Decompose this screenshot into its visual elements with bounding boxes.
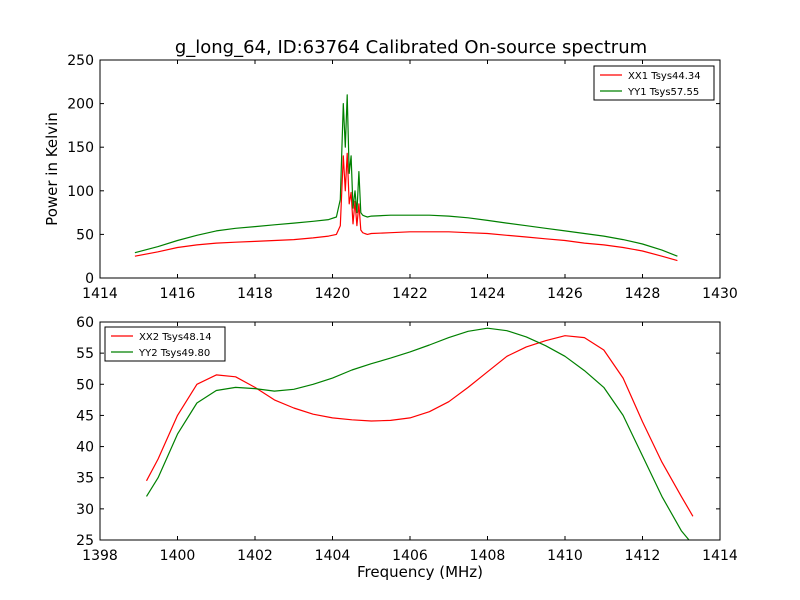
legend: XX2 Tsys48.14 YY2 Tsys49.80 bbox=[104, 326, 226, 362]
x-tick-label: 1410 bbox=[547, 548, 583, 564]
y-tick-label: 250 bbox=[67, 53, 94, 69]
x-tick-label: 1416 bbox=[160, 286, 196, 302]
y-tick-label: 50 bbox=[76, 227, 94, 243]
y-tick-label: 35 bbox=[76, 471, 94, 487]
upper-plot: 1414 1416 1418 1420 1422 1424 1426 1428 1430 0 50 1… bbox=[43, 53, 738, 302]
series-line-xx2 bbox=[145, 335, 694, 517]
x-tick-label: 1424 bbox=[470, 286, 506, 302]
y-tick-label: 200 bbox=[67, 97, 94, 113]
y-tick-label: 55 bbox=[76, 346, 94, 362]
series-line-yy1 bbox=[134, 94, 678, 257]
figure-title: g_long_64, ID:63764 Calibrated On-source… bbox=[175, 37, 647, 58]
legend-entry: YY2 Tsys49.80 bbox=[138, 348, 210, 359]
x-tick-label: 1400 bbox=[160, 548, 196, 564]
legend-entry: YY1 Tsys57.55 bbox=[627, 87, 699, 98]
legend-entry: XX1 Tsys44.34 bbox=[628, 71, 701, 82]
y-tick-label: 100 bbox=[67, 184, 94, 200]
x-tick-label: 1406 bbox=[392, 548, 428, 564]
x-tick-label: 1426 bbox=[547, 286, 583, 302]
y-tick-label: 30 bbox=[76, 502, 94, 518]
x-tick-label: 1430 bbox=[702, 286, 738, 302]
x-tick-label: 1418 bbox=[237, 286, 273, 302]
x-tick-label: 1428 bbox=[625, 286, 661, 302]
x-tick-label: 1398 bbox=[82, 548, 118, 564]
legend-entry: XX2 Tsys48.14 bbox=[139, 332, 212, 343]
series-line-yy2 bbox=[145, 327, 690, 540]
x-tick-label: 1414 bbox=[702, 548, 738, 564]
x-tick-label: 1408 bbox=[470, 548, 506, 564]
y-tick-label: 25 bbox=[76, 533, 94, 549]
x-tick-label: 1412 bbox=[625, 548, 661, 564]
x-tick-label: 1414 bbox=[82, 286, 118, 302]
x-tick-label: 1422 bbox=[392, 286, 428, 302]
y-axis-label: Power in Kelvin bbox=[43, 112, 61, 226]
x-tick-label: 1404 bbox=[315, 548, 351, 564]
y-tick-label: 50 bbox=[76, 377, 94, 393]
y-tick-label: 45 bbox=[76, 408, 94, 424]
x-tick-label: 1402 bbox=[237, 548, 273, 564]
x-tick-label: 1420 bbox=[315, 286, 351, 302]
legend-box bbox=[593, 65, 715, 101]
y-tick-label: 60 bbox=[76, 315, 94, 331]
y-tick-label: 40 bbox=[76, 440, 94, 456]
y-tick-label: 150 bbox=[67, 140, 94, 156]
x-axis-label: Frequency (MHz) bbox=[357, 563, 483, 581]
legend: XX1 Tsys44.34 YY1 Tsys57.55 bbox=[593, 65, 715, 101]
legend-box bbox=[104, 326, 226, 362]
lower-plot: 1398 1400 1402 1404 1406 1408 1410 1412 1414 25 30… bbox=[76, 315, 738, 581]
y-tick-label: 0 bbox=[85, 271, 94, 287]
series-line-xx1 bbox=[134, 152, 678, 262]
